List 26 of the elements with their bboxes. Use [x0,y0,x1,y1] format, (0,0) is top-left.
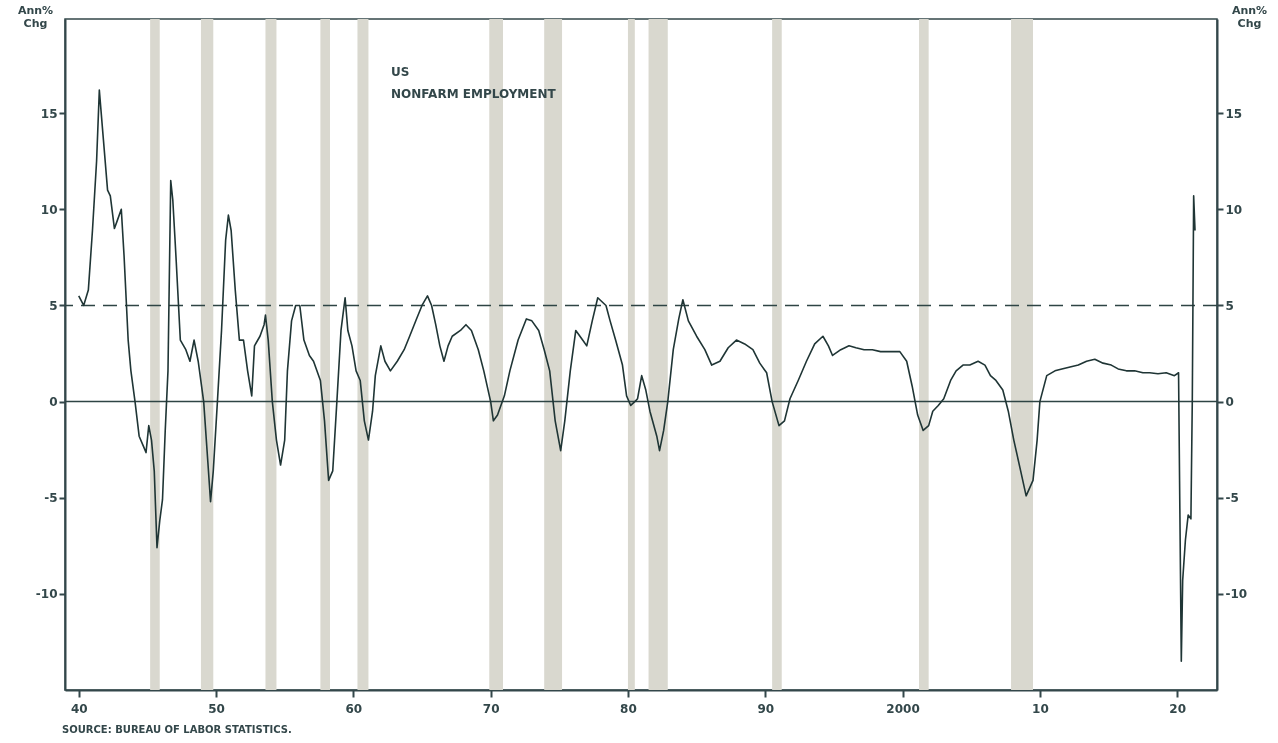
y-tick-label: 15 [40,106,58,121]
y-axis-title: Ann% Chg [17,3,54,30]
y-tick-label: 5 [49,298,58,313]
x-tick-label: 50 [208,701,225,716]
y2-axis-title: Ann% Chg [1231,3,1268,30]
x-tick-label: 20 [1169,701,1187,716]
annotation: US NONFARM EMPLOYMENT [391,65,557,101]
x-tick-label: 70 [482,701,500,716]
line-series [77,89,1196,662]
y2-tick-label: 0 [1225,395,1234,410]
x-tick-label: 60 [345,701,363,716]
y2-tick-label: -5 [1225,491,1239,506]
y-tick-label: -10 [35,587,58,602]
source-note: SOURCE: BUREAU OF LABOR STATISTICS. [62,724,292,735]
y-tick-label: -5 [44,491,58,506]
x-tick-label: 2000 [886,701,920,716]
x-tick-label: 80 [620,701,637,716]
y2-tick-label: 15 [1225,106,1243,121]
y2-tick-label: 5 [1225,298,1234,313]
y-tick-label: 0 [49,395,58,410]
x-tick-label: 10 [1032,701,1049,716]
x-tick-label: 90 [757,701,775,716]
y2-tick-label: 10 [1225,202,1243,217]
y2-tick-label: -10 [1225,587,1248,602]
x-tick-label: 40 [70,701,88,716]
y-tick-label: 10 [40,202,58,217]
